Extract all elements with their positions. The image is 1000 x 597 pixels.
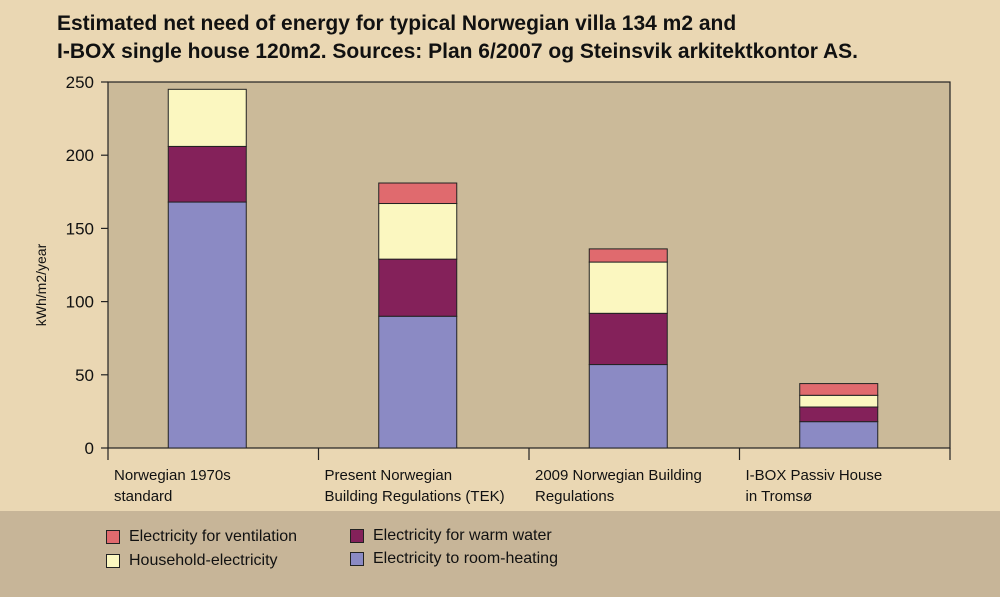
- legend-swatch-ventilation: [106, 530, 120, 544]
- y-tick-label: 100: [66, 293, 94, 312]
- bar-ventilation: [588, 248, 668, 263]
- legend-swatch-room-heating: [350, 552, 364, 566]
- x-category-label: 2009 Norwegian Building: [535, 467, 702, 484]
- x-category-label: Present Norwegian: [325, 467, 453, 484]
- bar-ventilation: [799, 383, 879, 396]
- bar-room-heating: [799, 421, 879, 449]
- x-category-label: I-BOX Passiv House: [746, 467, 883, 484]
- y-tick-label: 150: [66, 219, 94, 238]
- bar-room-heating: [588, 364, 668, 449]
- legend: Electricity for ventilation Household-el…: [0, 511, 1000, 597]
- y-tick-label: 0: [85, 439, 94, 458]
- y-tick-label: 50: [75, 366, 94, 385]
- bar-room-heating: [378, 315, 458, 449]
- y-axis-label: kWh/m2/year: [33, 243, 49, 326]
- bar-warm-water: [588, 312, 668, 366]
- bar-warm-water: [799, 406, 879, 423]
- bar-ventilation: [378, 182, 458, 205]
- y-tick-label: 250: [66, 73, 94, 92]
- chart-title-line-2: I-BOX single house 120m2. Sources: Plan …: [57, 40, 859, 63]
- legend-label-household: Household-electricity: [129, 552, 278, 569]
- legend-swatch-warm-water: [350, 529, 364, 543]
- legend-label-room-heating: Electricity to room-heating: [373, 550, 558, 567]
- chart-title: Estimated net need of energy for typical…: [57, 10, 987, 66]
- bar-household: [588, 261, 668, 314]
- bar-household: [799, 394, 879, 408]
- x-category-label: Norwegian 1970s: [114, 467, 231, 484]
- bar-room-heating: [167, 201, 247, 449]
- x-category-label: standard: [114, 488, 172, 505]
- bar-household: [378, 203, 458, 260]
- stacked-bar-chart: 0 50 100 150 200 250 kWh/m2/year Norwegian 1970…: [33, 73, 951, 505]
- x-category-label: Regulations: [535, 488, 614, 505]
- legend-item-household: Household-electricity: [106, 552, 278, 570]
- legend-swatch-household: [106, 554, 120, 568]
- bar-warm-water: [167, 145, 247, 203]
- legend-item-ventilation: Electricity for ventilation: [106, 528, 297, 546]
- y-tick-label: 200: [66, 146, 94, 165]
- chart-title-line-1: Estimated net need of energy for typical…: [57, 12, 737, 35]
- legend-item-room-heating: Electricity to room-heating: [350, 550, 558, 568]
- legend-label-ventilation: Electricity for ventilation: [129, 528, 298, 545]
- x-category-label: Building Regulations (TEK): [325, 488, 505, 505]
- bar-warm-water: [378, 258, 458, 317]
- bar-household: [167, 88, 247, 147]
- x-category-label: in Tromsø: [746, 488, 813, 505]
- legend-item-warm-water: Electricity for warm water: [350, 527, 552, 545]
- legend-label-warm-water: Electricity for warm water: [373, 527, 552, 544]
